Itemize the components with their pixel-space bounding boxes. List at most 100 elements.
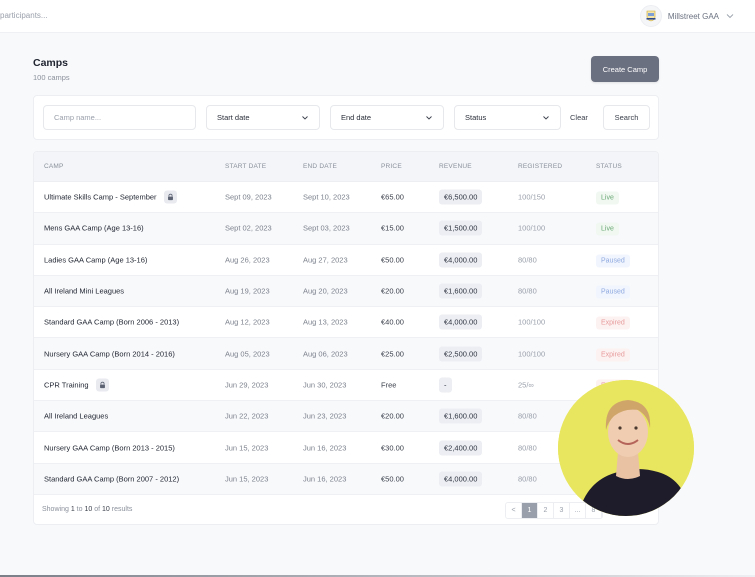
status: Paused xyxy=(596,285,630,299)
page-header: Camps 100 camps xyxy=(33,57,70,82)
col-revenue[interactable]: REVENUE xyxy=(439,163,472,170)
table-header: CAMP START DATE END DATE PRICE REVENUE R… xyxy=(34,152,658,182)
camp-name[interactable]: Mens GAA Camp (Age 13-16) xyxy=(44,223,144,233)
start-date: Sept 02, 2023 xyxy=(225,223,272,233)
table-row[interactable]: Mens GAA Camp (Age 13-16) Sept 02, 2023 Se… xyxy=(34,213,658,245)
table-row[interactable]: Ladies GAA Camp (Age 13-16) Aug 26, 2023 A… xyxy=(34,245,658,276)
page-title: Camps xyxy=(33,57,69,69)
chevron-down-icon xyxy=(426,116,432,120)
camp-name[interactable]: Standard GAA Camp (Born 2007 - 2012) xyxy=(44,474,180,484)
registered: 25/∞ xyxy=(518,380,534,390)
col-price[interactable]: PRICE xyxy=(381,163,402,170)
end-date: Sept 10, 2023 xyxy=(303,192,350,202)
global-search-input[interactable]: participants... xyxy=(0,11,48,20)
revenue-badge: €6,500.00 xyxy=(439,189,483,205)
table-row[interactable]: Nursery GAA Camp (Born 2014 - 2016) Aug 0… xyxy=(34,338,658,370)
end-date: Jun 30, 2023 xyxy=(303,380,347,390)
table-row[interactable]: Standard GAA Camp (Born 2006 - 2013) Aug … xyxy=(34,307,658,339)
revenue-badge: €4,000.00 xyxy=(439,252,483,268)
end-date: Jun 16, 2023 xyxy=(303,443,347,453)
revenue-badge: - xyxy=(439,377,452,393)
revenue-badge: €4,000.00 xyxy=(439,314,483,330)
registered: 100/100 xyxy=(518,317,546,327)
price: €20.00 xyxy=(381,411,404,421)
price: Free xyxy=(381,380,397,390)
revenue: - xyxy=(439,377,452,393)
registered: 80/80 xyxy=(518,255,537,265)
table-footer: Showing 1 to 10 of 10 results < 1 2 3 ..… xyxy=(34,495,658,524)
camp-name[interactable]: Nursery GAA Camp (Born 2013 - 2015) xyxy=(44,443,175,453)
price: €40.00 xyxy=(381,317,404,327)
registered: 80/80 xyxy=(518,286,537,296)
price: €30.00 xyxy=(381,443,404,453)
start-date-select[interactable]: Start date xyxy=(206,105,320,130)
page-1-button[interactable]: 1 xyxy=(522,503,538,518)
status: Expired xyxy=(596,316,630,330)
page-3-button[interactable]: 3 xyxy=(554,503,570,518)
status-badge: Paused xyxy=(596,285,630,299)
col-registered[interactable]: REGISTERED xyxy=(518,163,563,170)
camp-name[interactable]: Standard GAA Camp (Born 2006 - 2013) xyxy=(44,317,180,327)
registered: 80/80 xyxy=(518,411,537,421)
registered: 80/80 xyxy=(518,443,537,453)
search-button[interactable]: Search xyxy=(603,105,650,130)
camp-name[interactable]: CPR Training xyxy=(44,378,109,392)
status-badge: Live xyxy=(596,191,619,205)
col-status[interactable]: STATUS xyxy=(596,163,622,170)
camp-name[interactable]: Ladies GAA Camp (Age 13-16) xyxy=(44,255,148,265)
end-date: Jun 23, 2023 xyxy=(303,411,347,421)
start-date: Jun 15, 2023 xyxy=(225,474,269,484)
results-summary: Showing 1 to 10 of 10 results xyxy=(42,506,133,513)
end-date: Jun 16, 2023 xyxy=(303,474,347,484)
revenue: €1,500.00 xyxy=(439,220,483,236)
person-photo xyxy=(558,380,694,516)
camp-name[interactable]: All Ireland Leagues xyxy=(44,411,109,421)
price: €50.00 xyxy=(381,474,404,484)
revenue: €4,000.00 xyxy=(439,252,483,268)
status: Live xyxy=(596,222,619,236)
camp-count: 100 camps xyxy=(33,73,70,82)
status-badge: Expired xyxy=(596,348,630,362)
table-row[interactable]: CPR Training Jun 29, 2023 Jun 30, 2023 Free… xyxy=(34,370,658,402)
clear-button[interactable]: Clear xyxy=(570,113,588,122)
revenue-badge: €1,500.00 xyxy=(439,220,483,236)
end-date: Aug 06, 2023 xyxy=(303,349,348,359)
status-select[interactable]: Status xyxy=(454,105,561,130)
revenue: €6,500.00 xyxy=(439,189,483,205)
end-date-label: End date xyxy=(341,113,372,122)
status-label: Status xyxy=(465,113,487,122)
divider xyxy=(0,575,755,577)
revenue: €1,600.00 xyxy=(439,283,483,299)
revenue: €2,500.00 xyxy=(439,346,483,362)
club-crest-icon xyxy=(639,5,662,27)
status: Expired xyxy=(596,348,630,362)
status-badge: Paused xyxy=(596,254,630,268)
prev-page-button[interactable]: < xyxy=(506,503,522,518)
camp-name-input[interactable]: Camp name... xyxy=(43,105,196,130)
col-camp[interactable]: CAMP xyxy=(44,163,64,170)
registered: 100/100 xyxy=(518,349,546,359)
page-2-button[interactable]: 2 xyxy=(538,503,554,518)
camp-name[interactable]: All Ireland Mini Leagues xyxy=(44,286,125,296)
price: €65.00 xyxy=(381,192,404,202)
revenue: €2,400.00 xyxy=(439,440,483,456)
table-row[interactable]: Standard GAA Camp (Born 2007 - 2012) Jun … xyxy=(34,463,658,495)
table-row[interactable]: All Ireland Leagues Jun 22, 2023 Jun 23, 2… xyxy=(34,401,658,433)
end-date-select[interactable]: End date xyxy=(330,105,444,130)
price: €25.00 xyxy=(381,349,404,359)
col-start-date[interactable]: START DATE xyxy=(225,163,267,170)
end-date: Aug 27, 2023 xyxy=(303,255,348,265)
end-date: Sept 03, 2023 xyxy=(303,223,350,233)
col-end-date[interactable]: END DATE xyxy=(303,163,337,170)
revenue: €1,600.00 xyxy=(439,408,483,424)
create-camp-button[interactable]: Create Camp xyxy=(591,56,659,82)
table-row[interactable]: Nursery GAA Camp (Born 2013 - 2015) Jun 1… xyxy=(34,432,658,464)
org-name: Millstreet GAA xyxy=(667,11,719,21)
org-switcher[interactable]: Millstreet GAA xyxy=(639,5,735,27)
camp-name[interactable]: Nursery GAA Camp (Born 2014 - 2016) xyxy=(44,349,175,359)
table-row[interactable]: Ultimate Skills Camp - September Sept 09,… xyxy=(34,182,658,214)
status: Paused xyxy=(596,254,630,268)
registered: 100/100 xyxy=(518,223,546,233)
table-row[interactable]: All Ireland Mini Leagues Aug 19, 2023 Aug … xyxy=(34,275,658,308)
camp-name[interactable]: Ultimate Skills Camp - September xyxy=(44,190,177,204)
